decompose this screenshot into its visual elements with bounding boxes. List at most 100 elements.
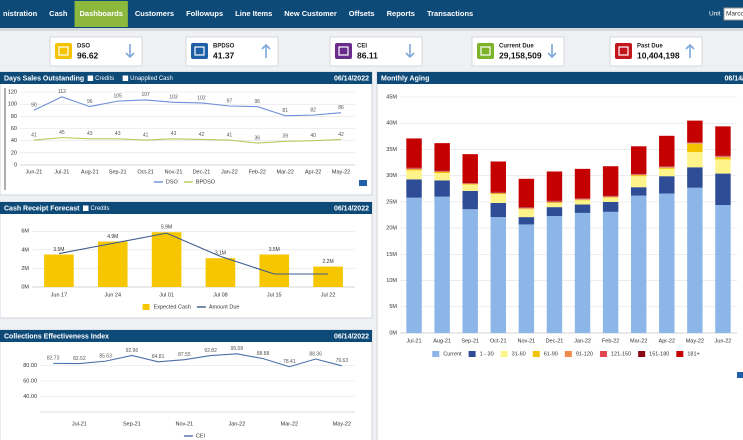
legend-label: Current xyxy=(443,351,462,357)
bar-segment xyxy=(434,143,450,171)
panel-header xyxy=(0,202,372,214)
option-label[interactable]: Credits xyxy=(90,206,109,212)
kpi-label: CEI xyxy=(357,44,367,50)
bar-segment xyxy=(546,201,563,202)
panel-menu-icon[interactable] xyxy=(737,372,743,378)
legend-label: CEI xyxy=(196,433,206,439)
bar-segment xyxy=(630,187,647,196)
bar-segment xyxy=(715,126,731,156)
y-tick-label: 30M xyxy=(386,173,397,179)
data-label: 102 xyxy=(197,95,206,101)
data-label: 82.52 xyxy=(73,356,86,362)
bar-segment xyxy=(602,196,619,198)
bar-segment xyxy=(434,171,450,172)
x-tick-label: Jan-22 xyxy=(574,338,591,344)
bar-segment xyxy=(406,168,422,169)
nav-item[interactable]: Cash xyxy=(49,9,68,18)
x-tick-label: Jul 15 xyxy=(267,292,282,298)
nav-item[interactable]: Transactions xyxy=(427,9,473,18)
x-tick-label: Jul-21 xyxy=(72,421,87,427)
bar xyxy=(151,232,182,287)
option-checkbox[interactable] xyxy=(87,75,94,81)
bar-segment xyxy=(659,168,675,177)
x-tick-label: Jul-21 xyxy=(407,338,422,344)
legend-label: DSO xyxy=(166,179,179,185)
nav-item[interactable]: Reports xyxy=(387,9,415,18)
nav-item[interactable]: New Customer xyxy=(284,9,337,18)
bar-segment xyxy=(462,183,478,184)
bar-segment xyxy=(574,198,591,199)
data-label: 79.63 xyxy=(336,358,349,364)
bar-segment xyxy=(490,161,507,192)
data-label: 92.96 xyxy=(126,348,139,354)
y-tick-label: 120 xyxy=(8,89,17,95)
bar-segment xyxy=(546,201,563,203)
panel-date: 06/14/ xyxy=(725,75,743,82)
y-tick-label: 40M xyxy=(386,121,397,127)
x-tick-label: Jul 08 xyxy=(213,292,228,298)
bar-segment xyxy=(715,155,731,157)
option-label[interactable]: Unapplied Cash xyxy=(130,76,173,82)
bar xyxy=(205,258,236,287)
bar-segment xyxy=(518,207,535,208)
y-tick-label: 80.00 xyxy=(23,363,37,369)
kpi-icon-glyph xyxy=(480,46,491,56)
bar-segment xyxy=(518,207,535,209)
series-line xyxy=(33,96,342,117)
y-tick-label: 6M xyxy=(21,229,29,235)
bar-segment xyxy=(406,167,422,169)
bar-segment xyxy=(659,193,675,333)
legend-label: BPDSO xyxy=(196,179,216,185)
nav-item[interactable]: Customers xyxy=(135,9,174,18)
x-tick-label: Apr-22 xyxy=(305,169,322,175)
data-label: 45 xyxy=(59,130,65,136)
bar-segment xyxy=(490,191,507,193)
kpi-value: 29,158,509 xyxy=(499,50,542,60)
bar-segment xyxy=(602,197,619,202)
bar-segment xyxy=(574,204,591,213)
unit-input[interactable] xyxy=(723,7,743,21)
nav-item[interactable]: Dashboards xyxy=(80,9,123,18)
bar-segment xyxy=(630,176,647,188)
bar-segment xyxy=(462,183,478,185)
nav-item[interactable]: nistration xyxy=(3,9,38,18)
legend-swatch xyxy=(432,351,440,357)
legend-swatch xyxy=(638,351,646,357)
x-tick-label: Apr-22 xyxy=(659,338,676,344)
option-checkbox[interactable] xyxy=(122,75,129,81)
panel xyxy=(0,329,373,440)
bar-segment xyxy=(715,205,731,333)
nav-item[interactable]: Offsets xyxy=(349,9,375,18)
option-label[interactable]: Credits xyxy=(95,76,114,82)
bar-segment xyxy=(659,176,675,194)
kpi-label: Current Due xyxy=(499,44,534,50)
bar-segment xyxy=(659,135,675,167)
bar-segment xyxy=(546,200,563,202)
x-tick-label: Aug-21 xyxy=(81,169,99,175)
data-label: 43 xyxy=(171,131,177,137)
series-line xyxy=(33,137,342,144)
bar-segment xyxy=(518,208,535,209)
bar xyxy=(313,266,343,287)
x-tick-label: May-22 xyxy=(332,169,350,175)
bar-segment xyxy=(602,201,619,212)
kpi-icon xyxy=(55,43,72,59)
y-tick-label: 100 xyxy=(8,102,17,108)
kpi-icon xyxy=(191,43,208,59)
kpi-arrow xyxy=(685,43,695,58)
option-checkbox[interactable] xyxy=(82,205,89,211)
kpi-label: Past Due xyxy=(637,44,663,50)
bar-segment xyxy=(490,193,507,195)
bar-segment xyxy=(687,152,703,168)
bar-segment xyxy=(490,192,507,193)
nav-item[interactable]: Followups xyxy=(186,9,223,18)
panel-menu-icon[interactable] xyxy=(359,180,367,186)
nav-item[interactable]: Line Items xyxy=(235,9,272,18)
kpi-arrow xyxy=(261,43,271,58)
x-tick-label: Sep-21 xyxy=(109,169,127,175)
kpi-arrow xyxy=(547,44,557,59)
bar-segment xyxy=(462,184,478,185)
legend-label: 151-180 xyxy=(649,351,669,357)
legend-label: 31-60 xyxy=(512,351,526,357)
x-tick-label: Sep-21 xyxy=(123,421,141,427)
